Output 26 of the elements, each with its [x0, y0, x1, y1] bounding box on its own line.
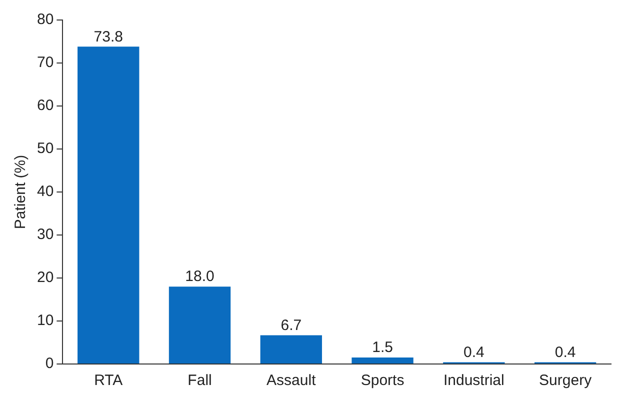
- x-tick-label: Sports: [360, 372, 404, 390]
- data-label: 0.4: [463, 344, 484, 361]
- data-label: 73.8: [94, 28, 123, 46]
- data-label: 1.5: [372, 339, 393, 356]
- y-tick-label: 80: [36, 11, 54, 28]
- y-tick-label: 10: [36, 312, 54, 330]
- bar: [260, 335, 322, 364]
- x-tick-label: RTA: [94, 372, 123, 390]
- data-label: 18.0: [185, 268, 214, 286]
- x-tick-label: Industrial: [443, 372, 504, 390]
- bar: [78, 46, 140, 364]
- bar: [168, 286, 231, 364]
- y-tick-label: 40: [36, 183, 54, 200]
- data-label: 6.7: [280, 316, 302, 334]
- x-tick-label: Fall: [188, 372, 212, 390]
- x-tick-label: Assault: [266, 372, 317, 390]
- x-tick-label: Surgery: [539, 372, 592, 390]
- data-label: 0.4: [554, 344, 576, 361]
- y-tick-label: 20: [36, 269, 54, 286]
- y-axis-title: Patient (%): [12, 154, 30, 230]
- y-tick-label: 70: [36, 54, 54, 72]
- y-tick-label: 0: [45, 355, 54, 372]
- y-tick-label: 50: [36, 140, 54, 158]
- bar: [352, 358, 414, 364]
- y-tick-label: 30: [36, 226, 54, 244]
- y-tick-label: 60: [36, 97, 54, 114]
